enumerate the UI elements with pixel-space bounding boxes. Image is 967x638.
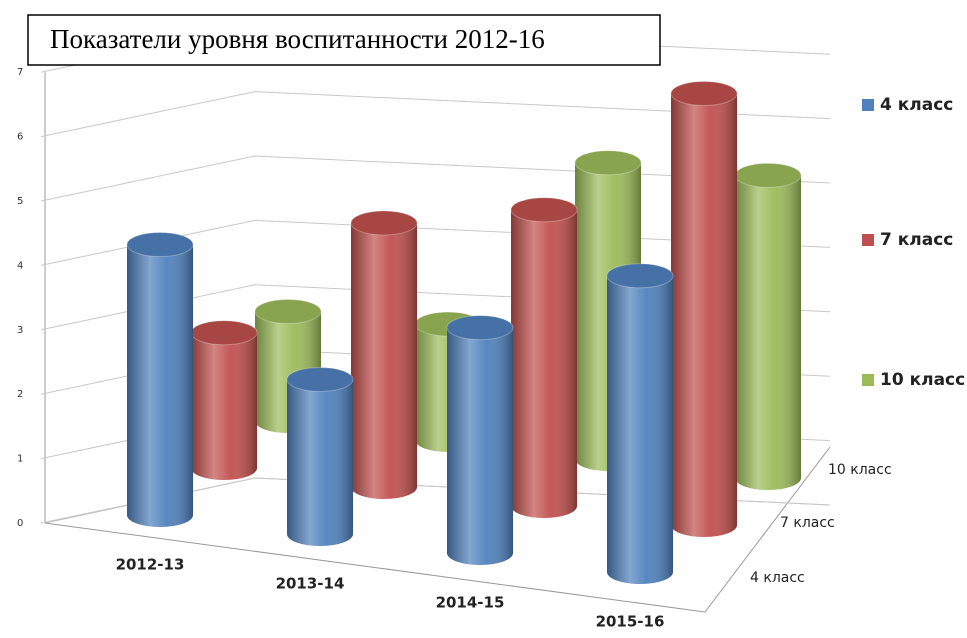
depth-label: 10 класс [828, 462, 892, 478]
bar-top [254, 299, 322, 325]
chart-title: Показатели уровня воспитанности 2012-16 [50, 24, 545, 54]
bar-shade [447, 327, 513, 565]
bar-top [350, 210, 418, 236]
y-tick-label: 2 [17, 389, 23, 400]
y-tick-label: 6 [17, 132, 23, 143]
y-tick-label: 1 [17, 454, 23, 465]
bar-shade [127, 244, 193, 527]
y-tick-label: 5 [17, 196, 23, 207]
bar-top-shade [287, 367, 353, 392]
legend-label: 4 класс [880, 95, 953, 115]
x-tick-label: 2012-13 [116, 556, 185, 574]
floor-front [44, 446, 831, 613]
bars [126, 81, 802, 584]
bar-top-shade [735, 163, 801, 188]
bar-top-shade [351, 210, 417, 235]
bar-top-shade [127, 232, 193, 257]
bar-top-shade [511, 197, 577, 222]
depth-label: 4 класс [750, 570, 805, 586]
legend-swatch [862, 99, 874, 111]
depth-label: 7 класс [780, 515, 835, 531]
title-box [27, 14, 661, 66]
bar-top-shade [447, 315, 513, 340]
bar-top [606, 263, 674, 289]
bar-top-shade [607, 263, 673, 288]
grid-line [40, 91, 831, 138]
bar-top-shade [575, 150, 641, 175]
bar-top [510, 197, 578, 223]
legend-label: 7 класс [880, 230, 953, 250]
y-tick-label: 4 [17, 260, 23, 271]
x-tick-label: 2013-14 [276, 575, 345, 593]
legend-swatch [862, 374, 874, 386]
bar-shade [351, 222, 417, 499]
bar-top [670, 81, 738, 107]
bar-top-shade [191, 320, 257, 345]
bar-top [574, 150, 642, 176]
bar-shade [511, 209, 577, 518]
bar-top [126, 232, 194, 258]
bar-top-shade [671, 81, 737, 106]
bar-shade [287, 379, 353, 546]
y-tick-label: 3 [17, 325, 23, 336]
bar-shade [191, 332, 257, 480]
bar-top [446, 315, 514, 341]
x-tick-label: 2014-15 [436, 594, 505, 612]
legend-swatch [862, 234, 874, 246]
y-tick-label: 7 [17, 67, 23, 78]
bar-top [286, 366, 354, 392]
bar-shade [607, 275, 673, 584]
y-tick-label: 0 [17, 518, 23, 529]
bar-shade [671, 93, 737, 538]
bar-top-shade [255, 299, 321, 324]
x-tick-label: 2015-16 [596, 613, 665, 631]
legend-label: 10 класс [880, 370, 965, 390]
bar-shade [735, 175, 801, 490]
